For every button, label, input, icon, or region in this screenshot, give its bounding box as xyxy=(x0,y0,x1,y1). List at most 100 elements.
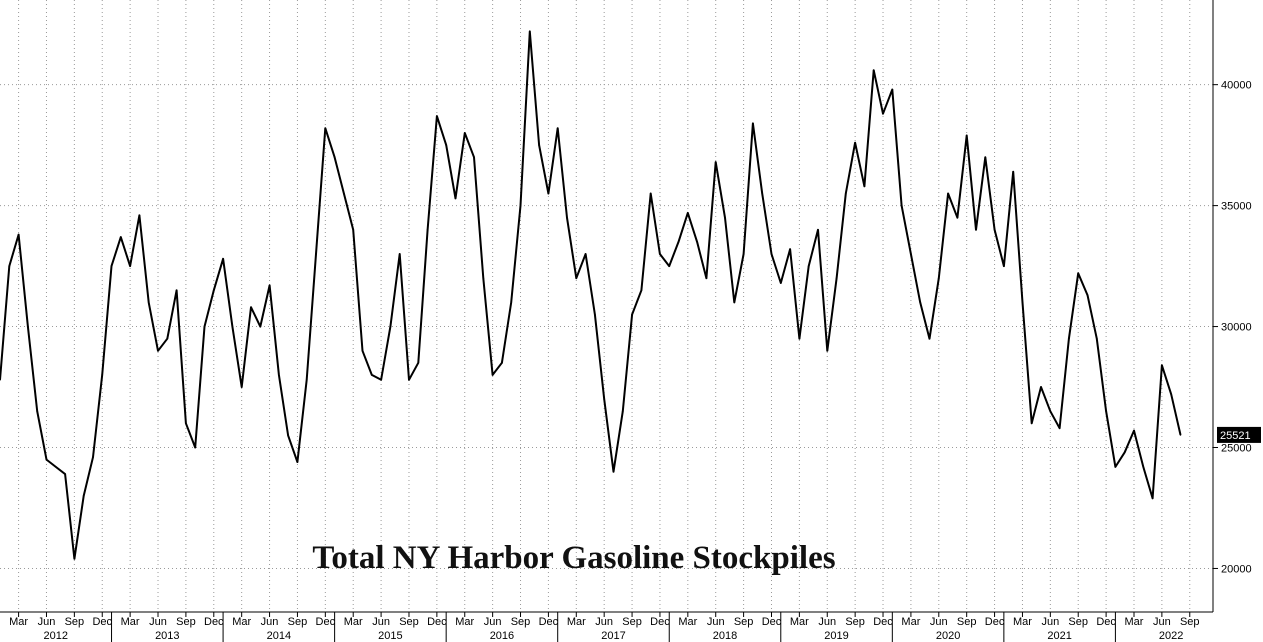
data-point xyxy=(380,378,382,381)
y-tick-label: 35000 xyxy=(1221,201,1252,213)
data-point xyxy=(1012,170,1014,173)
y-tick-label: 20000 xyxy=(1221,563,1252,575)
x-month-label: Sep xyxy=(845,616,865,628)
data-point xyxy=(417,362,420,364)
data-point xyxy=(250,306,252,309)
data-point xyxy=(538,144,540,146)
data-point xyxy=(640,289,643,292)
last-value-marker: 25521 xyxy=(1217,426,1261,443)
data-point xyxy=(845,192,847,195)
data-point xyxy=(677,241,680,243)
data-point xyxy=(361,349,364,352)
data-point xyxy=(343,192,345,195)
data-point xyxy=(872,69,875,71)
chart-title: Total NY Harbor Gasoline Stockpiles xyxy=(312,540,835,576)
data-point xyxy=(315,253,317,255)
data-point xyxy=(454,197,457,200)
data-point xyxy=(854,141,856,144)
x-month-label: Jun xyxy=(818,616,836,628)
data-point xyxy=(817,229,819,231)
x-month-label: Jun xyxy=(38,616,56,628)
x-month-label: Sep xyxy=(399,616,419,628)
data-point xyxy=(92,456,94,458)
data-point xyxy=(491,374,494,376)
x-month-label: Dec xyxy=(650,616,670,628)
data-point xyxy=(157,349,159,352)
data-point xyxy=(621,410,624,413)
data-point xyxy=(584,253,587,255)
x-month-label: Mar xyxy=(790,616,809,628)
data-point xyxy=(175,289,178,292)
data-point xyxy=(696,241,698,243)
data-point xyxy=(798,337,801,340)
data-point xyxy=(659,253,661,255)
x-month-label: Mar xyxy=(1125,616,1144,628)
data-point xyxy=(1170,393,1172,396)
data-point xyxy=(110,265,113,267)
data-point xyxy=(212,289,215,292)
data-point xyxy=(445,144,447,146)
x-month-label: Dec xyxy=(204,616,224,628)
data-point xyxy=(333,156,336,159)
data-point xyxy=(1142,466,1145,468)
data-point xyxy=(82,495,85,497)
data-point xyxy=(575,277,578,279)
data-point xyxy=(761,192,763,195)
data-point xyxy=(222,258,224,260)
data-point xyxy=(687,212,689,214)
data-point xyxy=(352,229,355,231)
grid xyxy=(0,0,1213,612)
data-point xyxy=(36,410,38,413)
data-point xyxy=(120,236,122,238)
x-month-label: Dec xyxy=(92,616,112,628)
data-point xyxy=(436,115,438,117)
data-point xyxy=(900,204,903,207)
data-point xyxy=(1030,422,1033,425)
data-point xyxy=(826,349,829,352)
data-point xyxy=(240,386,243,388)
data-point xyxy=(919,301,922,304)
x-month-label: Mar xyxy=(121,616,140,628)
x-month-label: Sep xyxy=(1068,616,1088,628)
data-point xyxy=(742,253,745,255)
y-tick-label: 25000 xyxy=(1221,443,1252,455)
data-point xyxy=(807,265,810,267)
x-month-label: Dec xyxy=(1096,616,1116,628)
data-point xyxy=(0,378,1,381)
x-year-label: 2015 xyxy=(378,630,402,642)
data-point xyxy=(231,325,234,328)
data-point xyxy=(1161,364,1163,367)
x-month-label: Sep xyxy=(511,616,531,628)
y-tick-label: 30000 xyxy=(1221,322,1252,334)
data-point xyxy=(482,277,485,279)
x-month-label: Dec xyxy=(316,616,336,628)
data-point xyxy=(724,216,726,219)
data-point xyxy=(194,446,196,449)
data-point xyxy=(426,229,429,231)
x-month-label: Jun xyxy=(484,616,502,628)
x-month-label: Sep xyxy=(622,616,642,628)
data-point xyxy=(64,473,66,475)
x-month-label: Jun xyxy=(1153,616,1171,628)
x-month-label: Mar xyxy=(232,616,251,628)
data-point xyxy=(556,127,559,130)
data-point xyxy=(789,248,791,250)
data-point xyxy=(408,378,410,381)
x-month-label: Jun xyxy=(149,616,167,628)
data-point xyxy=(166,337,169,340)
x-year-label: 2021 xyxy=(1047,630,1071,642)
series-line xyxy=(0,30,1182,560)
data-point xyxy=(138,214,141,217)
x-year-label: 2016 xyxy=(490,630,514,642)
data-point xyxy=(1114,466,1117,468)
data-point xyxy=(770,253,773,255)
data-point xyxy=(27,325,29,328)
x-year-label: 2014 xyxy=(267,630,291,642)
data-point xyxy=(928,337,931,340)
data-point xyxy=(268,284,271,287)
data-point xyxy=(501,362,503,364)
data-point xyxy=(594,313,596,316)
x-month-label: Mar xyxy=(567,616,586,628)
x-year-label: 2019 xyxy=(824,630,848,642)
